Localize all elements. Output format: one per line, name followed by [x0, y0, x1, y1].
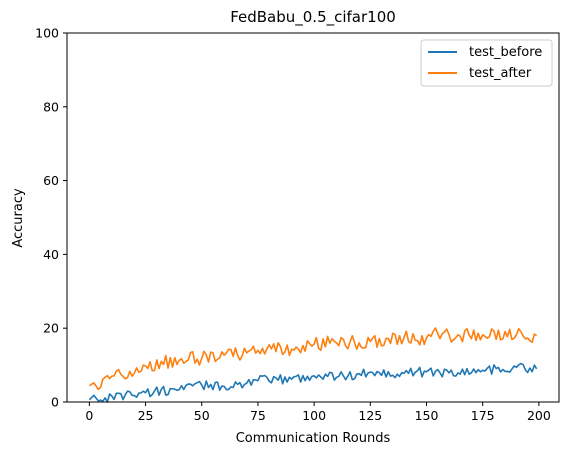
y-tick-label: 40 — [43, 247, 59, 262]
y-axis-label: Accuracy — [11, 188, 26, 248]
series-line-test-after — [88, 327, 538, 391]
x-axis-label: Communication Rounds — [236, 431, 391, 446]
chart-title: FedBabu_0.5_cifar100 — [230, 8, 396, 27]
y-tick-label: 60 — [43, 173, 59, 188]
x-tick-label: 50 — [194, 408, 210, 423]
y-tick-label: 0 — [51, 395, 59, 410]
x-tick-label: 150 — [415, 408, 439, 423]
x-tick-label: 0 — [85, 408, 93, 423]
x-tick-label: 125 — [358, 408, 382, 423]
x-tick-label: 25 — [138, 408, 154, 423]
legend-label-test-after: test_after — [469, 66, 532, 81]
legend: test_before test_after — [420, 39, 553, 87]
series-line-test-before — [88, 362, 538, 403]
x-tick-label: 175 — [471, 408, 495, 423]
legend-label-test-before: test_before — [469, 45, 542, 60]
y-tick-label: 20 — [43, 321, 59, 336]
y-tick-label: 100 — [35, 26, 59, 41]
y-tick-label: 80 — [43, 99, 59, 114]
series-layer — [88, 327, 538, 403]
x-tick-label: 75 — [250, 408, 266, 423]
x-axis-ticks: 0 25 50 75 100 125 150 175 200 — [85, 402, 551, 423]
x-tick-label: 100 — [302, 408, 326, 423]
y-axis-ticks: 0 20 40 60 80 100 — [35, 26, 67, 410]
x-tick-label: 200 — [527, 408, 551, 423]
plot-frame — [66, 32, 560, 403]
